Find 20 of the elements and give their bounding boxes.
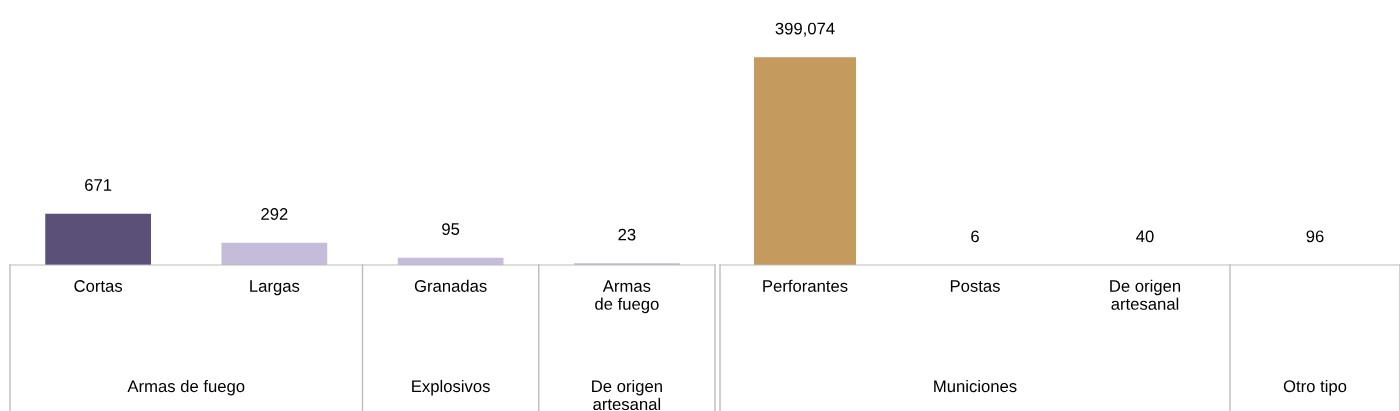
data-label: 671 — [85, 179, 112, 191]
text: Otro tipo — [1283, 379, 1347, 396]
text: Armas de fuego — [127, 379, 245, 396]
x-tick-label: De origen artesanal — [1110, 279, 1181, 310]
data-label: 6 — [971, 230, 979, 243]
data-label: 399,074 — [775, 22, 835, 37]
x-tick-label: Largas — [250, 280, 300, 296]
text: Explosivos — [412, 379, 490, 396]
data-label: 40 — [1136, 230, 1154, 243]
x-tick-label: Postas — [950, 280, 1000, 292]
text: De origen artesanal — [592, 379, 662, 411]
data-label: 96 — [1306, 230, 1324, 243]
x-tick-label: Cortas — [74, 280, 123, 292]
text: Municiones — [934, 379, 1017, 393]
data-label: 23 — [618, 228, 636, 241]
x-tick-label: Granadas — [414, 279, 487, 292]
data-label: 95 — [442, 223, 460, 235]
x-tick-label: Armas de fuego — [595, 280, 659, 314]
x-tick-label: Perforantes — [763, 279, 848, 292]
data-label: 292 — [261, 208, 288, 220]
